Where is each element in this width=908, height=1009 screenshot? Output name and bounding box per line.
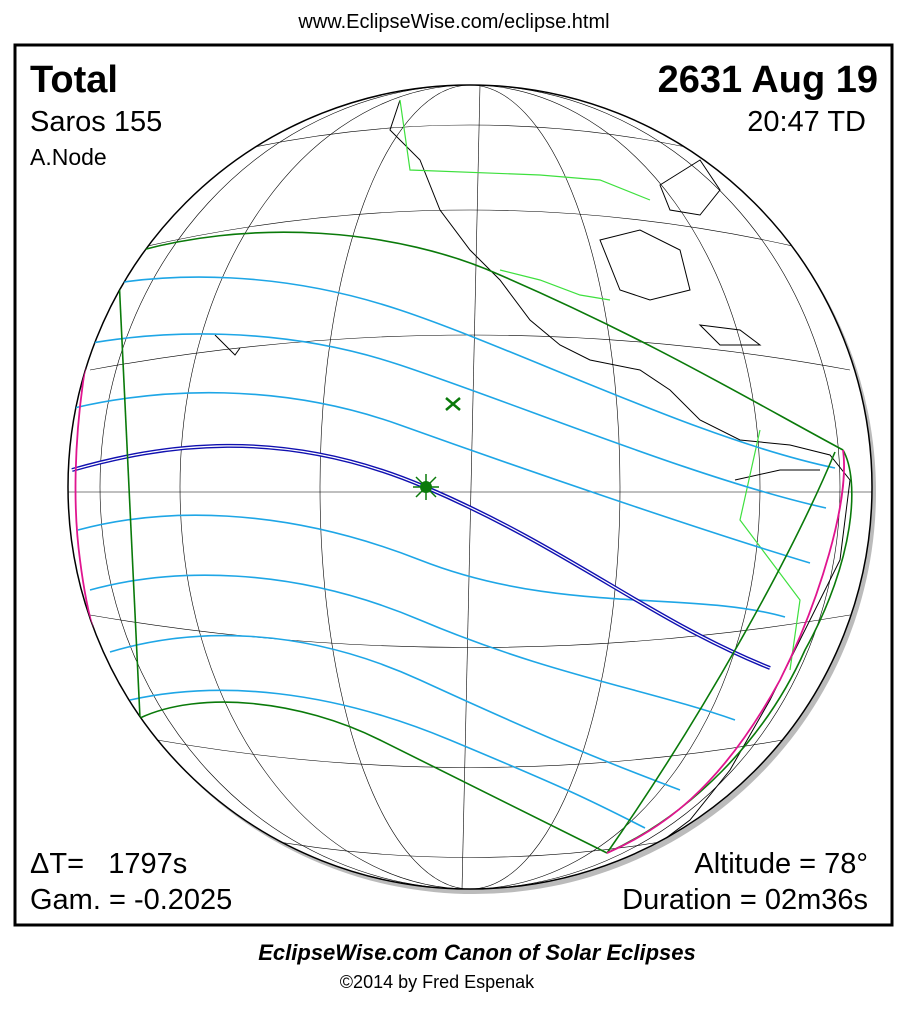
eclipse-path [71, 231, 853, 854]
altitude: Altitude = 78° [694, 848, 868, 880]
footer-credit: ©2014 by Fred Espenak [340, 972, 535, 992]
eclipse-time: 20:47 TD [747, 106, 866, 138]
footer-title: EclipseWise.com Canon of Solar Eclipses [258, 940, 696, 965]
eclipse-type: Total [30, 59, 118, 101]
header-url: www.EclipseWise.com/eclipse.html [297, 11, 609, 33]
central-point-star [413, 474, 439, 500]
gamma: Gam. = -0.2025 [30, 884, 232, 916]
eclipse-date: 2631 Aug 19 [658, 59, 878, 101]
globe [67, 84, 876, 894]
duration: Duration = 02m36s [622, 884, 868, 916]
graticule [68, 85, 872, 889]
greatest-eclipse-marker [445, 397, 461, 411]
delta-t: ΔT= 1797s [30, 848, 187, 880]
saros: Saros 155 [30, 106, 162, 138]
globe-disk [67, 84, 873, 890]
node: A.Node [30, 144, 107, 170]
